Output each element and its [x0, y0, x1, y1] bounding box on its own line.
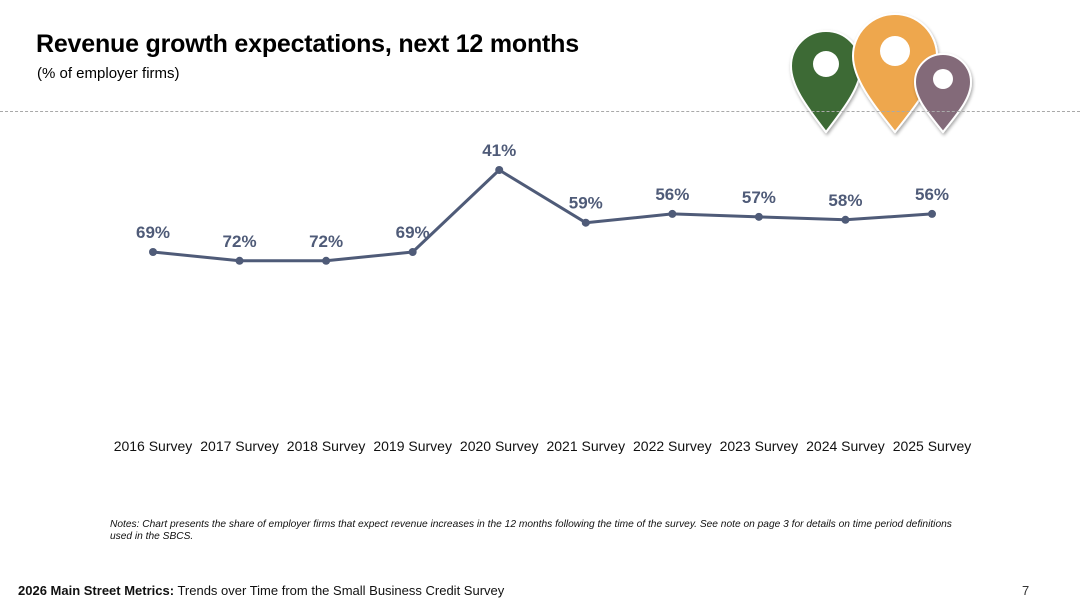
x-tick-label: 2025 Survey [893, 438, 972, 454]
x-tick-label: 2023 Survey [720, 438, 799, 454]
x-tick-label: 2016 Survey [114, 438, 193, 454]
data-label: 56% [655, 185, 689, 204]
x-tick-label: 2022 Survey [633, 438, 712, 454]
x-tick-label: 2018 Survey [287, 438, 366, 454]
x-tick-label: 2017 Survey [200, 438, 279, 454]
x-tick-label: 2024 Survey [806, 438, 885, 454]
data-point [754, 212, 763, 221]
x-tick-label: 2021 Survey [546, 438, 625, 454]
orange-pin-icon [851, 13, 939, 134]
green-pin-icon [789, 30, 863, 134]
data-label: 69% [136, 223, 170, 242]
footer-report-subtitle: Trends over Time from the Small Business… [174, 583, 505, 598]
x-tick-label: 2019 Survey [373, 438, 452, 454]
line-chart: 69% 72% 72% 69% 41% 59% 56% 57% 58% 56% 2016 Surv… [114, 141, 972, 454]
page-number: 7 [1022, 583, 1030, 598]
page-subtitle: (% of employer firms) [37, 65, 180, 82]
data-label: 72% [223, 232, 257, 251]
purple-pin-icon [913, 53, 973, 134]
x-tick-label: 2020 Survey [460, 438, 539, 454]
series-line [152, 168, 933, 263]
footer: 2026 Main Street Metrics: Trends over Ti… [18, 583, 504, 598]
data-point [408, 248, 417, 256]
data-label: 58% [828, 191, 862, 210]
chart-notes: Notes: Chart presents the share of emplo… [110, 519, 952, 542]
page-title: Revenue growth expectations, next 12 mon… [36, 30, 579, 58]
data-label: 59% [569, 194, 603, 213]
map-pins-logo [786, 6, 976, 143]
data-label: 56% [915, 185, 949, 204]
data-point [928, 209, 936, 218]
data-point [668, 209, 677, 218]
data-point [322, 256, 331, 265]
data-label: 72% [309, 232, 343, 251]
data-point [149, 248, 157, 256]
footer-report-name: 2026 Main Street Metrics: [18, 583, 175, 598]
header-divider [0, 111, 1080, 112]
data-point [581, 218, 590, 227]
data-point [495, 166, 504, 174]
data-label: 41% [482, 141, 516, 160]
data-label: 69% [396, 223, 430, 242]
data-label: 57% [742, 188, 776, 207]
data-point [235, 256, 244, 265]
data-point [841, 215, 850, 224]
